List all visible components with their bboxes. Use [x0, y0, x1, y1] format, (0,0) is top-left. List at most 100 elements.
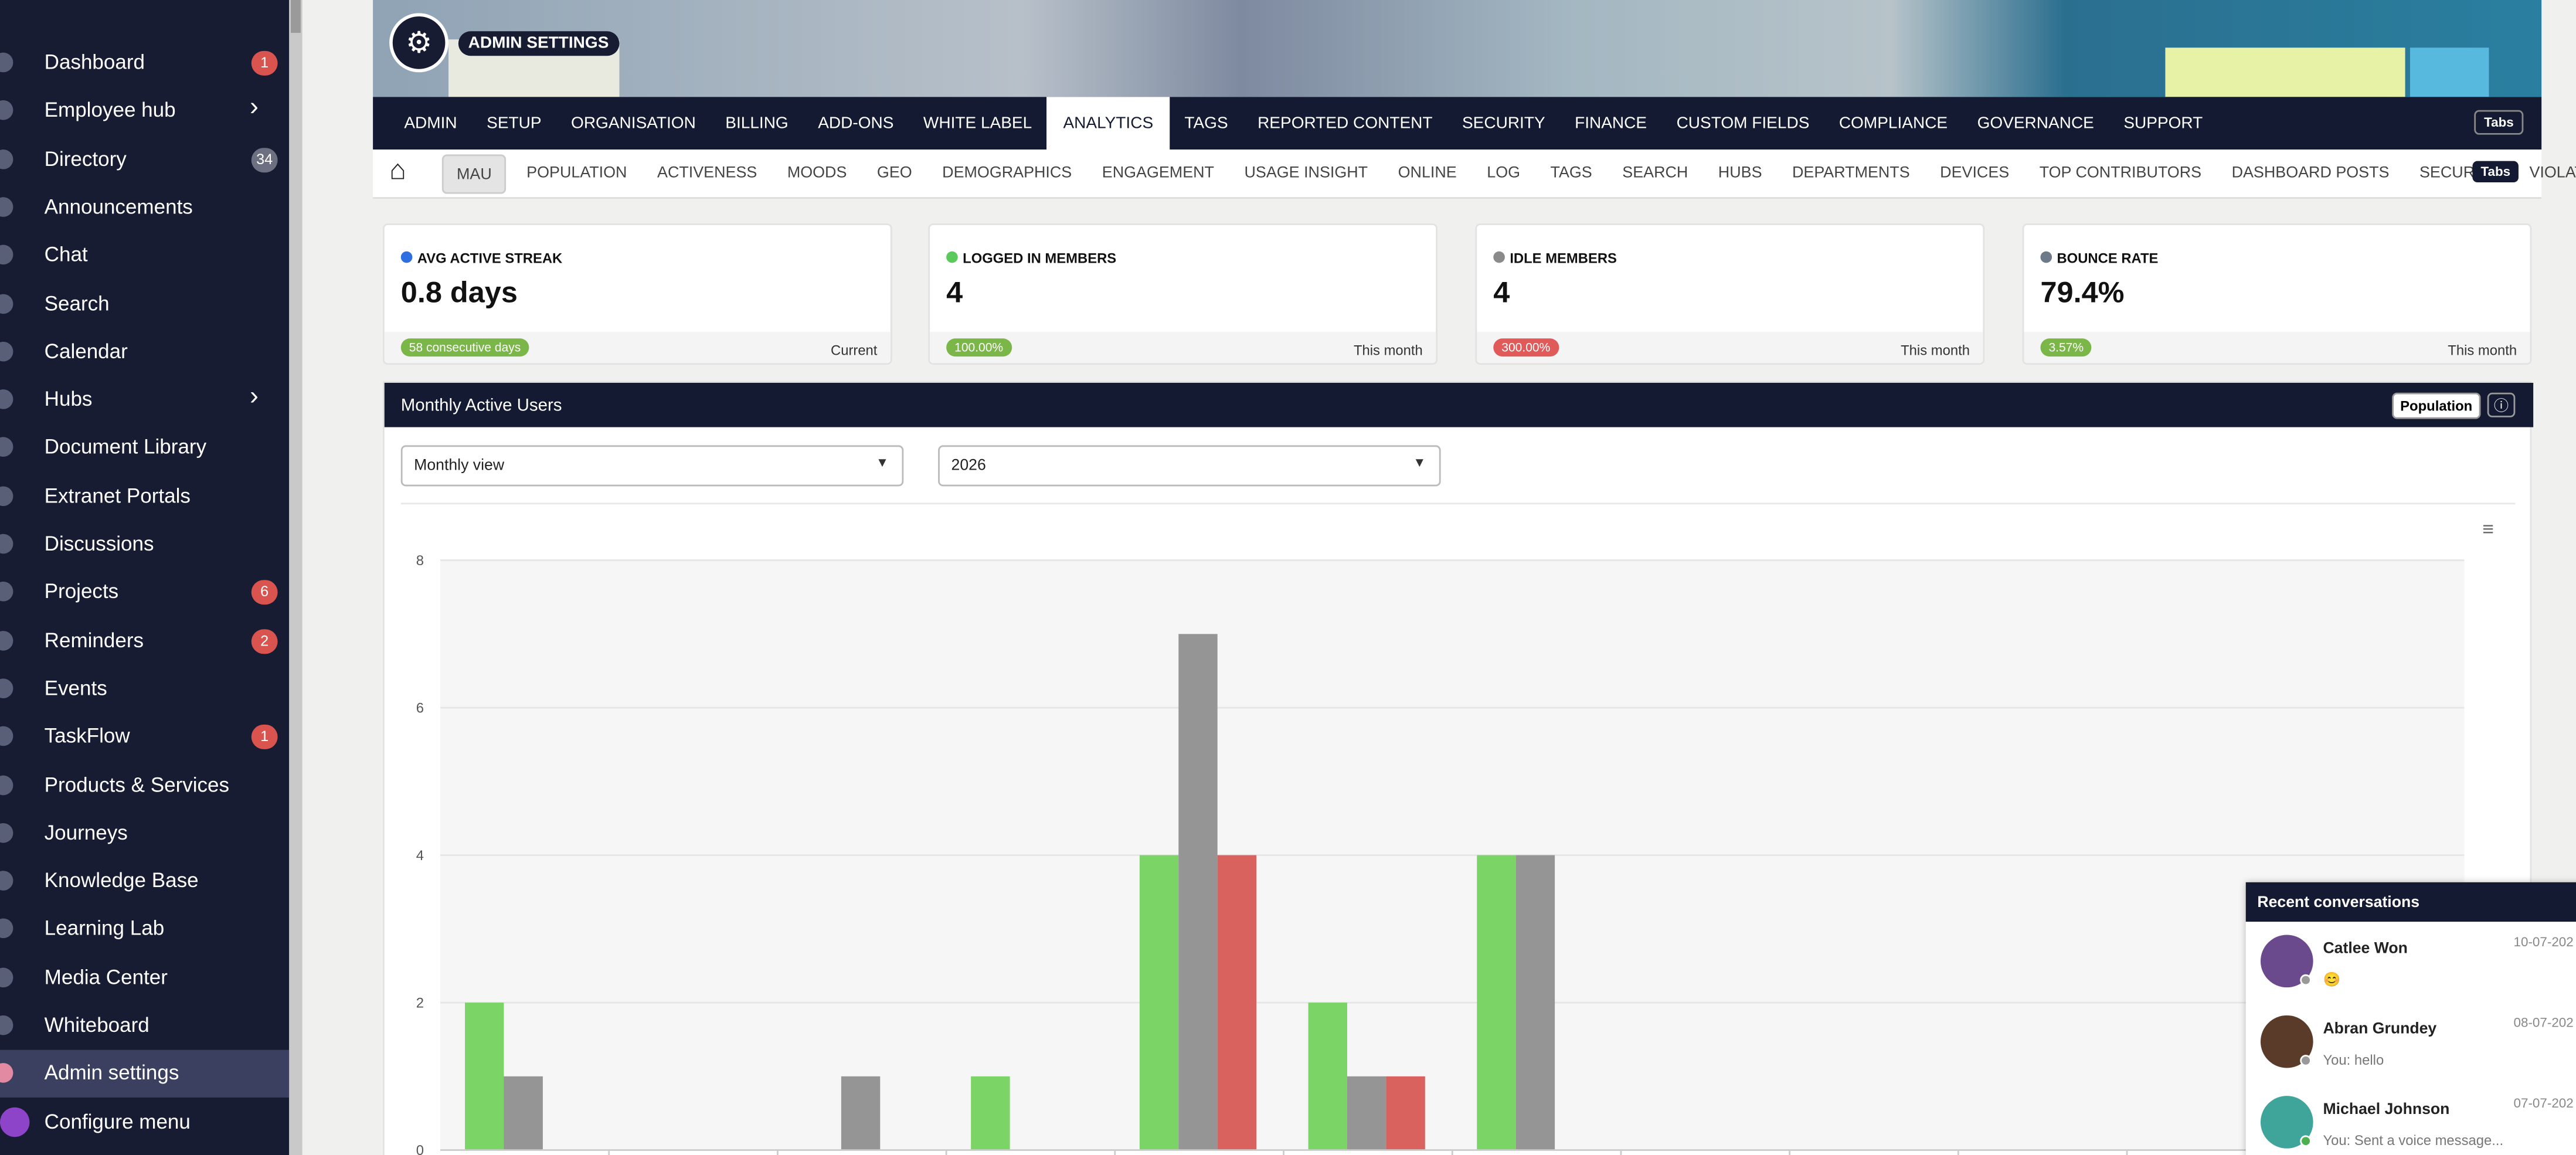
nav-tab[interactable]: TAGS — [1184, 115, 1228, 133]
icon — [0, 678, 13, 698]
panel-button[interactable]: Population — [2392, 392, 2481, 419]
sidebar-item[interactable]: Products & Services — [0, 762, 289, 809]
status-dot — [400, 251, 413, 263]
sub-tab[interactable]: HUBS — [1718, 164, 1762, 183]
sidebar-item[interactable]: Document Library — [0, 424, 289, 472]
conversation[interactable]: Michael Johnson 07-07-202 You: Sent a voic… — [2246, 1083, 2576, 1155]
popup-header — [2245, 882, 2576, 922]
sub-tab[interactable]: ONLINE — [1398, 164, 1457, 183]
tabs-button[interactable]: Tabs — [2474, 110, 2524, 135]
sub-tab[interactable]: ACTIVENESS — [657, 164, 757, 183]
nav-tab[interactable]: ADMIN — [404, 115, 457, 133]
sub-tab[interactable]: TOP CONTRIBUTORS — [2039, 164, 2202, 183]
divider — [400, 502, 2516, 505]
sidebar-item[interactable]: Admin settings — [0, 1050, 290, 1098]
sub-tab[interactable]: LOG — [1487, 164, 1521, 183]
sub-tab[interactable]: GEO — [876, 164, 912, 183]
chart-menu[interactable]: ≡ — [2482, 517, 2494, 541]
badge: 1 — [251, 725, 278, 750]
sub-tab[interactable]: VIOLATION — [2529, 164, 2576, 183]
y-tick-label: 4 — [416, 848, 424, 864]
info-button[interactable]: ⓘ — [2487, 392, 2516, 417]
sidebar-item[interactable]: Media Center — [0, 954, 289, 1001]
sidebar-item[interactable]: Discussions — [0, 521, 289, 568]
sub-tab[interactable]: ENGAGEMENT — [1102, 164, 1214, 183]
bar — [1139, 855, 1179, 1150]
icon — [0, 437, 13, 458]
sidebar-item[interactable]: Whiteboard — [0, 1002, 289, 1049]
sidebar-item[interactable]: Events — [0, 665, 289, 713]
nav-tab[interactable]: BILLING — [725, 115, 789, 133]
bar — [1477, 855, 1516, 1150]
sidebar-item[interactable]: Configure menu — [0, 1099, 289, 1146]
sub-tab[interactable]: TAGS — [1550, 164, 1592, 183]
nav-tab[interactable]: REPORTED CONTENT — [1258, 115, 1433, 133]
sidebar-item[interactable]: Extranet Portals — [0, 473, 289, 520]
sub-tabs: MAU POPULATION ACTIVENESS MOODS GEO DEMOGRAPH… — [441, 154, 2576, 194]
message-preview: You: hello — [2323, 1051, 2384, 1068]
settings-icon: ⚙ — [389, 13, 449, 73]
sub-tab[interactable]: POPULATION — [526, 164, 627, 183]
sidebar-item[interactable]: Search — [0, 280, 289, 328]
nav-tab[interactable]: ANALYTICS — [1046, 97, 1170, 150]
sub-tab[interactable]: USAGE INSIGHT — [1244, 164, 1368, 183]
icon — [0, 1063, 13, 1083]
card-footer: 58 consecutive days Current — [384, 332, 891, 364]
nav-tab[interactable]: ORGANISATION — [571, 115, 696, 133]
presence — [2300, 1055, 2312, 1066]
sub-tab[interactable]: MAU — [441, 154, 507, 194]
icon — [0, 148, 13, 169]
dropdown[interactable]: 2026 ▼ — [938, 445, 1441, 487]
dropdown[interactable]: Monthly view ▼ — [400, 445, 904, 487]
sidebar-label: Events — [44, 677, 107, 700]
nav-tab[interactable]: CUSTOM FIELDS — [1676, 115, 1810, 133]
home-icon[interactable]: ⌂ — [389, 154, 406, 186]
conversation[interactable]: Abran Grundey 08-07-202 You: hello — [2246, 1002, 2576, 1082]
nav-tabs: ADMIN SETUP ORGANISATION BILLING ADD-ONS WHIT… — [389, 97, 2217, 150]
sidebar-item[interactable]: Announcements — [0, 184, 289, 232]
sidebar-label: Knowledge Base — [44, 869, 199, 892]
tabs-button[interactable]: Tabs — [2472, 161, 2519, 183]
sub-tab[interactable]: DEPARTMENTS — [1792, 164, 1910, 183]
banner-block — [2410, 47, 2489, 97]
sub-tab[interactable]: DEMOGRAPHICS — [942, 164, 1072, 183]
sidebar-label: Document Library — [44, 436, 207, 459]
sidebar-item[interactable]: TaskFlow 1 — [0, 714, 289, 761]
sidebar-item[interactable]: Knowledge Base — [0, 858, 289, 905]
nav-tab[interactable]: FINANCE — [1575, 115, 1647, 133]
sidebar-label: Discussions — [44, 532, 154, 556]
icon — [0, 871, 13, 891]
nav-tab[interactable]: ADD-ONS — [818, 115, 894, 133]
sidebar-item[interactable]: Learning Lab — [0, 906, 289, 953]
message-preview: 😊 — [2323, 971, 2341, 988]
sub-tab[interactable]: DEVICES — [1940, 164, 2010, 183]
sub-tab[interactable]: MOODS — [787, 164, 847, 183]
sidebar-item[interactable]: Journeys — [0, 810, 289, 857]
card-badge: 300.00% — [1493, 338, 1559, 357]
sidebar-item[interactable]: Directory 34 — [0, 135, 289, 183]
sub-tab[interactable]: SEARCH — [1622, 164, 1688, 183]
sidebar-item[interactable]: Chat — [0, 232, 289, 280]
sidebar-item[interactable]: Projects 6 — [0, 569, 289, 616]
conversation[interactable]: Catlee Won 10-07-202 😊 — [2246, 922, 2576, 1002]
nav-tab[interactable]: SETUP — [487, 115, 542, 133]
sidebar-item[interactable]: Employee hub › — [0, 87, 289, 135]
badge: 6 — [251, 580, 278, 606]
sidebar-item[interactable]: Calendar — [0, 328, 289, 376]
sidebar-item[interactable]: Hubs › — [0, 376, 289, 424]
nav-tab[interactable]: SECURITY — [1462, 115, 1545, 133]
panel-title: Monthly Active Users — [400, 396, 562, 416]
y-tick-label: 0 — [416, 1143, 424, 1155]
nav-tab[interactable]: COMPLIANCE — [1838, 115, 1948, 133]
sidebar-label: Search — [44, 291, 110, 315]
sidebar-label: Learning Lab — [44, 917, 165, 941]
nav-tab[interactable]: SUPPORT — [2123, 115, 2203, 133]
sidebar-item[interactable]: Reminders 2 — [0, 617, 289, 665]
sidebar-label: Projects — [44, 580, 119, 604]
sidebar-item[interactable]: Dashboard 1 — [0, 39, 289, 87]
sub-tab[interactable]: DASHBOARD POSTS — [2231, 164, 2390, 183]
nav-tab[interactable]: GOVERNANCE — [1977, 115, 2094, 133]
icon — [0, 485, 13, 506]
sidebar-label: Journeys — [44, 821, 128, 844]
nav-tab[interactable]: WHITE LABEL — [923, 115, 1032, 133]
